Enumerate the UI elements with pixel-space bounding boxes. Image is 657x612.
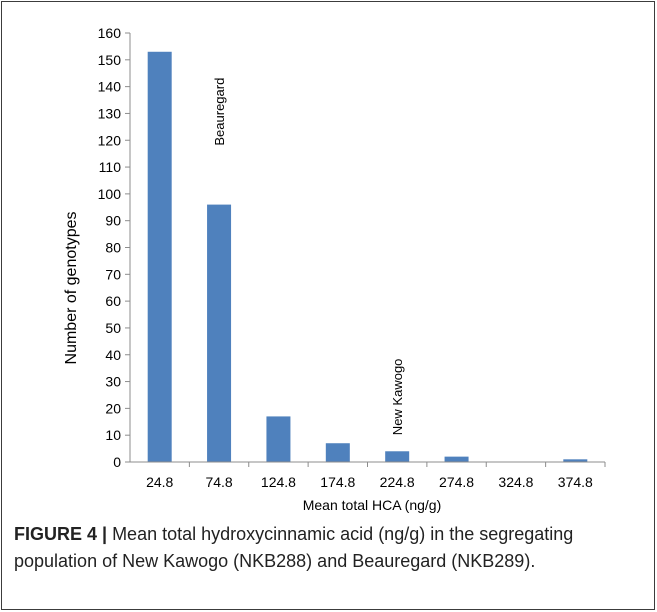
- y-tick-label: 30: [105, 374, 121, 390]
- bar: [266, 416, 291, 462]
- y-axis-ticks: 0 10 20 30 40 50 60 70 80 90 100 110 120 130 140 150 160: [98, 25, 130, 470]
- y-tick-label: 140: [98, 79, 122, 95]
- annotation-label: Beauregard: [212, 78, 227, 146]
- y-tick-label: 70: [105, 266, 121, 282]
- y-tick-label: 160: [98, 25, 122, 41]
- x-axis-label: Mean total HCA (ng/g): [303, 497, 442, 513]
- x-tick-label: 224.8: [380, 474, 415, 490]
- y-tick-label: 60: [105, 293, 121, 309]
- y-tick-label: 0: [113, 454, 121, 470]
- y-tick-label: 110: [99, 159, 122, 175]
- y-tick-label: 80: [105, 240, 121, 256]
- x-tick-label: 74.8: [205, 474, 232, 490]
- x-tick-label: 324.8: [498, 474, 533, 490]
- y-tick-label: 150: [98, 52, 122, 68]
- caption-text: Mean total hydroxycinnamic acid (ng/g) i…: [14, 524, 574, 571]
- bar: [147, 51, 172, 463]
- y-tick-label: 10: [105, 427, 121, 443]
- figure-caption: FIGURE 4 | Mean total hydroxycinnamic ac…: [14, 521, 639, 575]
- x-tick-label: 374.8: [558, 474, 593, 490]
- y-tick-label: 40: [105, 347, 121, 363]
- y-tick-label: 130: [98, 105, 122, 121]
- annotations: Beauregard New Kawogo: [212, 78, 405, 436]
- y-tick-label: 50: [105, 320, 121, 336]
- y-axis-label: Number of genotypes: [63, 212, 80, 365]
- y-tick-label: 20: [105, 400, 121, 416]
- bar: [444, 456, 469, 462]
- caption-label: FIGURE 4 |: [14, 524, 108, 544]
- x-axis-ticks: 24.8 74.8 124.8 174.8 224.8 274.8 324.8 374.8: [146, 462, 606, 490]
- bars: [147, 51, 588, 463]
- bar: [563, 459, 588, 462]
- annotation-label: New Kawogo: [390, 359, 405, 436]
- bar: [325, 443, 350, 462]
- x-tick-label: 24.8: [146, 474, 173, 490]
- x-tick-label: 174.8: [320, 474, 355, 490]
- bar: [207, 204, 232, 462]
- y-tick-label: 120: [98, 132, 122, 148]
- x-tick-label: 274.8: [439, 474, 474, 490]
- x-tick-label: 124.8: [261, 474, 296, 490]
- bar: [385, 451, 410, 462]
- y-tick-label: 100: [98, 186, 122, 202]
- y-tick-label: 90: [105, 213, 121, 229]
